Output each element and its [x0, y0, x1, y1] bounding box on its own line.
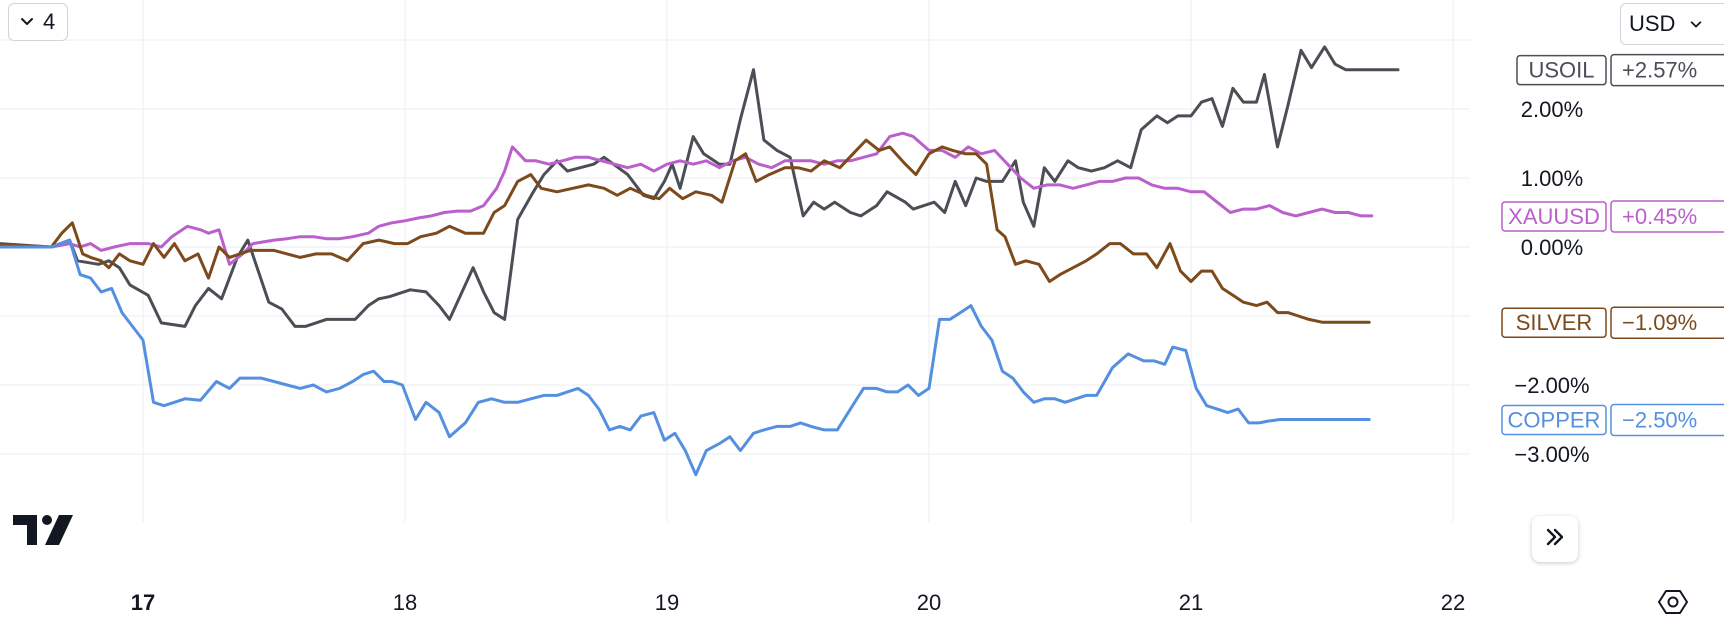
series-count-label: 4: [43, 9, 56, 34]
series-line-xauusd[interactable]: [0, 131, 1374, 266]
series-value-label: −2.50%: [1622, 408, 1697, 433]
y-tick-label: 1.00%: [1521, 166, 1583, 191]
x-tick-label: 17: [131, 590, 155, 615]
series-tag-usoil[interactable]: USOIL +2.57%: [1516, 53, 1724, 87]
series-count-button[interactable]: 4: [8, 3, 68, 41]
grid: [0, 0, 1470, 522]
series-name-box: [1501, 404, 1607, 436]
series-name-label: USOIL: [1528, 58, 1594, 83]
price-scale[interactable]: 2.00% 1.00% 0.00% −2.00% −3.00%: [1514, 97, 1589, 467]
series-tag-silver[interactable]: SILVER −1.09%: [1501, 306, 1724, 339]
series-name-box: [1501, 201, 1607, 232]
double-chevron-right-icon: [1543, 525, 1567, 554]
series-name-label: XAUUSD: [1508, 204, 1600, 229]
hexagon-settings-icon: [1658, 587, 1688, 622]
series-value-box: [1610, 53, 1724, 87]
series-value-label: +2.57%: [1622, 58, 1697, 83]
y-tick-label: −3.00%: [1514, 442, 1589, 467]
series-name-box: [1501, 307, 1607, 338]
x-tick-label: 21: [1179, 590, 1203, 615]
series-line-copper[interactable]: [0, 238, 1371, 477]
y-tick-label: 2.00%: [1521, 97, 1583, 122]
x-tick-label: 19: [655, 590, 679, 615]
x-tick-label: 18: [393, 590, 417, 615]
tradingview-logo[interactable]: [13, 515, 75, 547]
series-value-box: [1610, 306, 1724, 339]
series-line-usoil[interactable]: [0, 45, 1400, 328]
chart-settings-button[interactable]: [1656, 587, 1690, 621]
series-value-box: [1610, 200, 1724, 233]
currency-label: USD: [1629, 11, 1676, 36]
series-tag-copper[interactable]: COPPER −2.50%: [1501, 403, 1724, 437]
series-name-label: SILVER: [1516, 310, 1593, 335]
series-lines: [0, 45, 1400, 477]
time-scale[interactable]: 17 18 19 20 21 22: [131, 590, 1465, 615]
series-tags: USOIL +2.57% XAUUSD +0.45% SILVER −1.09% COPPE…: [1501, 53, 1724, 437]
chevron-down-icon: [1689, 11, 1703, 37]
series-name-label: COPPER: [1508, 408, 1601, 433]
y-tick-label: 0.00%: [1521, 235, 1583, 260]
currency-button[interactable]: USD: [1620, 3, 1724, 45]
series-value-label: +0.45%: [1622, 204, 1697, 229]
x-tick-label: 22: [1441, 590, 1465, 615]
series-value-label: −1.09%: [1622, 310, 1697, 335]
series-value-box: [1610, 403, 1724, 437]
chevron-down-icon: [19, 9, 35, 35]
scroll-to-realtime-button[interactable]: [1532, 516, 1578, 562]
series-line-silver[interactable]: [0, 138, 1371, 324]
x-tick-label: 20: [917, 590, 941, 615]
series-tag-xauusd[interactable]: XAUUSD +0.45%: [1501, 200, 1724, 233]
y-tick-label: −2.00%: [1514, 373, 1589, 398]
series-name-box: [1516, 54, 1607, 86]
